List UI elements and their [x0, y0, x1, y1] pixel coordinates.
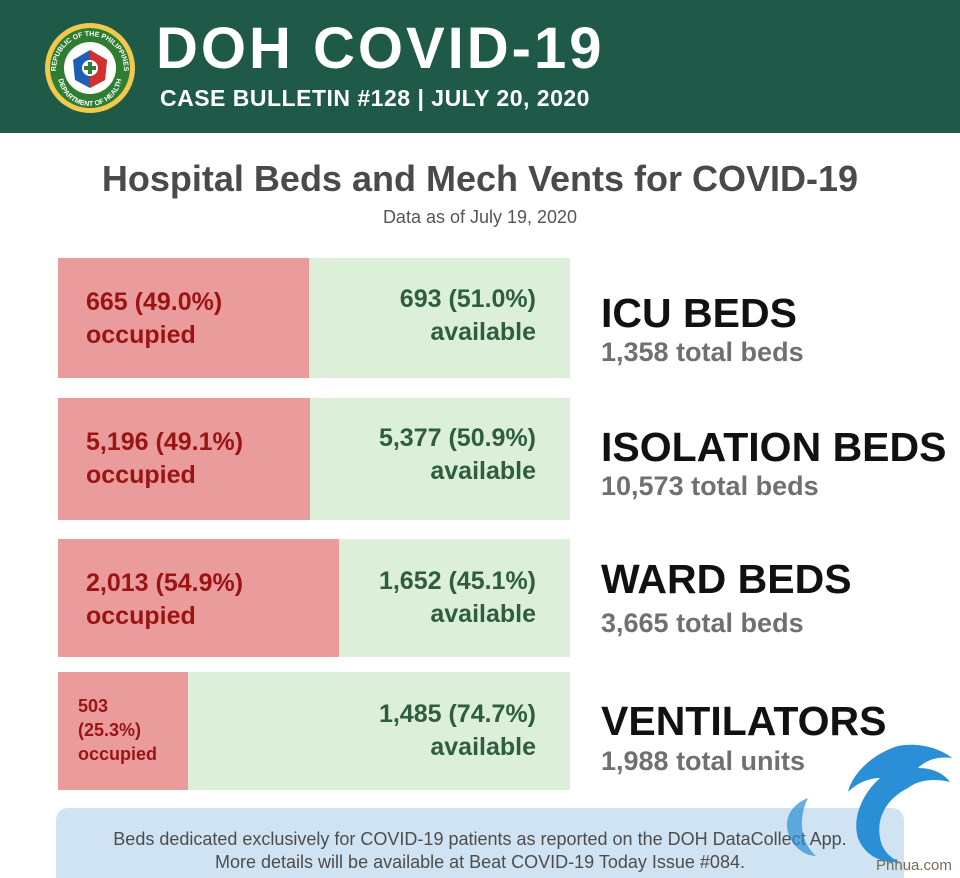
bar-available: [309, 258, 570, 378]
occupied-label: 2,013 (54.9%) occupied: [86, 569, 244, 630]
category-ventilators: VENTILATORS: [601, 698, 887, 744]
category-ward-beds: WARD BEDS: [601, 556, 852, 602]
bar-icu-beds: 665 (49.0%) occupied 693 (51.0%) available: [58, 258, 570, 378]
bar-occupied: [58, 258, 309, 378]
occupied-label: 665 (49.0%) occupied: [86, 288, 223, 349]
bar-occupied: [58, 539, 339, 657]
bar-available: [339, 539, 570, 657]
data-as-of: Data as of July 19, 2020: [382, 207, 578, 227]
doh-seal-icon: REPUBLIC OF THE PHILIPPINES DEPARTMENT O…: [45, 23, 135, 113]
available-label: 1,485 (74.7%) available: [378, 700, 536, 761]
bar-available: [310, 398, 570, 520]
available-label: 1,652 (45.1%) available: [378, 567, 536, 628]
footnote: Beds dedicated exclusively for COVID-19 …: [56, 808, 904, 878]
header-banner: REPUBLIC OF THE PHILIPPINES DEPARTMENT O…: [0, 0, 960, 133]
bar-isolation-beds: 5,196 (49.1%) occupied 5,377 (50.9%) avail…: [58, 398, 570, 520]
bar-available: [188, 672, 570, 790]
footnote-line-2: More details will be available at Beat C…: [215, 852, 745, 872]
category-icu-beds: ICU BEDS: [601, 290, 797, 336]
footnote-line-1: Beds dedicated exclusively for COVID-19 …: [113, 829, 847, 849]
svg-text:Phhua.com: Phhua.com: [876, 857, 952, 874]
total-ward-beds: 3,665 total beds: [601, 608, 804, 638]
total-ventilators: 1,988 total units: [601, 746, 806, 776]
total-isolation-beds: 10,573 total beds: [601, 471, 819, 501]
bar-occupied: [58, 398, 310, 520]
occupied-label: 503 (25.3%) occupied: [78, 696, 158, 764]
dragon-watermark-icon: Phhua.com: [786, 744, 952, 874]
available-label: 5,377 (50.9%) available: [378, 424, 536, 485]
bulletin-subtitle: CASE BULLETIN #128 | JULY 20, 2020: [160, 85, 590, 111]
bar-ventilators: 503 (25.3%) occupied 1,485 (74.7%) availabl…: [58, 672, 570, 790]
total-icu-beds: 1,358 total beds: [601, 337, 804, 367]
bar-occupied: [58, 672, 188, 790]
available-label: 693 (51.0%) available: [399, 285, 536, 346]
chart-title: Hospital Beds and Mech Vents for COVID-1…: [101, 158, 859, 199]
category-isolation-beds: ISOLATION BEDS: [601, 424, 947, 470]
brand-title: DOH COVID-19: [156, 16, 605, 81]
bar-ward-beds: 2,013 (54.9%) occupied 1,652 (45.1%) avail…: [58, 539, 570, 657]
occupied-label: 5,196 (49.1%) occupied: [86, 428, 244, 489]
